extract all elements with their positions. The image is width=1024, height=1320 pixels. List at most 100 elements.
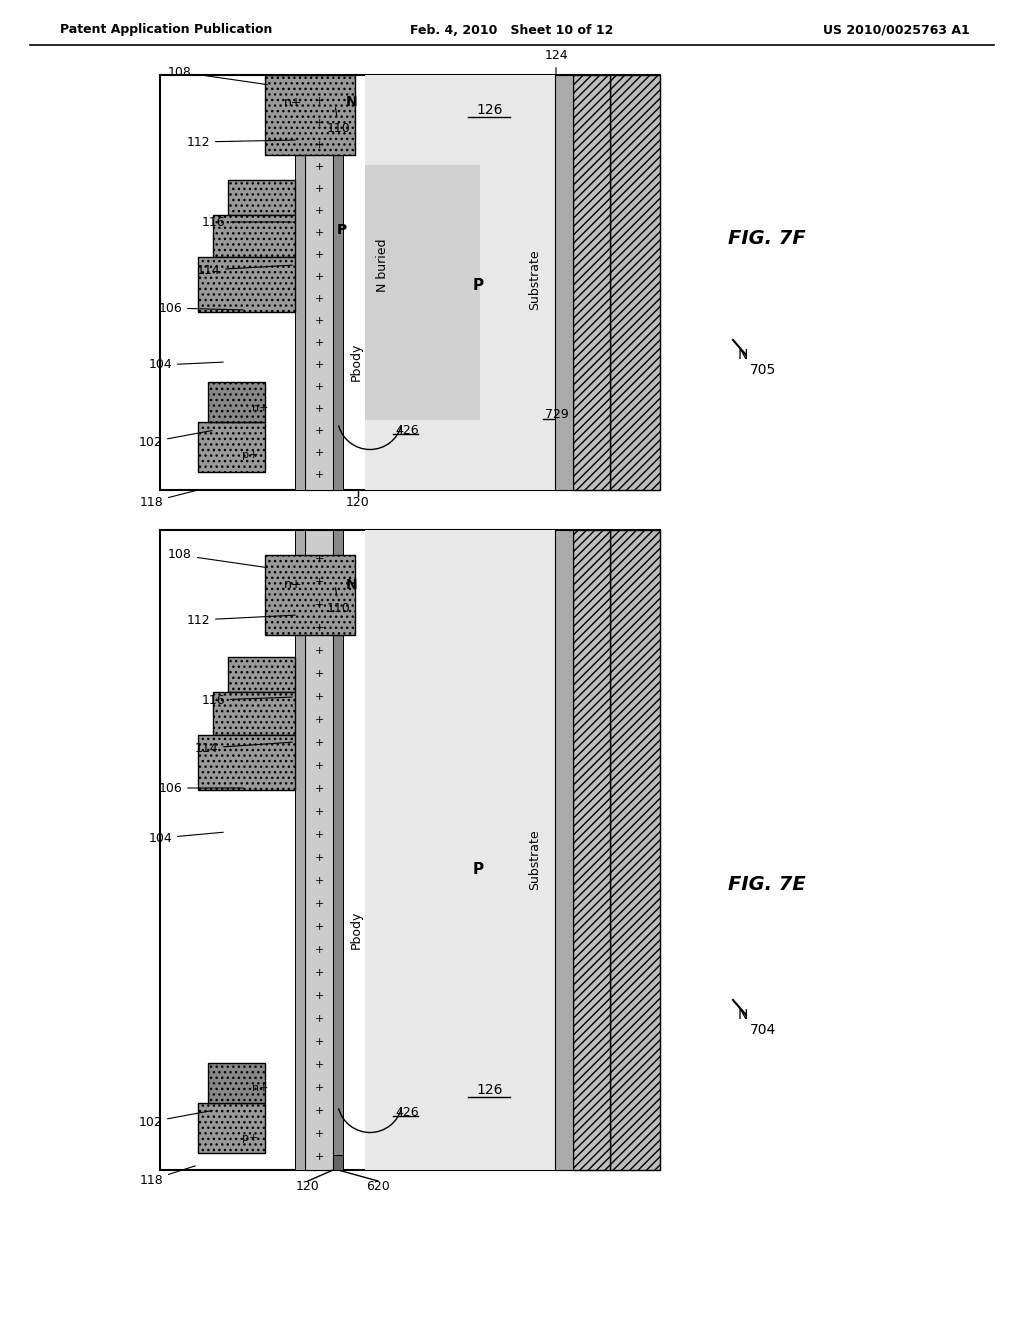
- Text: 112: 112: [186, 136, 295, 149]
- Bar: [198, 422, 265, 473]
- Text: p+: p+: [242, 1133, 258, 1143]
- Text: +: +: [314, 96, 324, 106]
- Bar: [160, 75, 660, 490]
- Text: 118: 118: [139, 1166, 196, 1187]
- Text: +: +: [314, 315, 324, 326]
- Text: +: +: [314, 738, 324, 748]
- Text: +: +: [314, 715, 324, 725]
- Text: N buried: N buried: [376, 238, 388, 292]
- Text: +: +: [314, 692, 324, 702]
- Text: 126: 126: [477, 103, 503, 117]
- Text: n+: n+: [284, 578, 302, 591]
- Text: +: +: [314, 1060, 324, 1071]
- Text: +: +: [314, 876, 324, 886]
- Bar: [208, 1063, 265, 1104]
- Text: p+: p+: [242, 450, 258, 459]
- Text: Pbody: Pbody: [349, 911, 362, 949]
- Text: +: +: [314, 807, 324, 817]
- Text: +: +: [314, 1014, 324, 1024]
- Text: N: N: [738, 348, 749, 362]
- Text: +: +: [314, 577, 324, 587]
- Text: +: +: [314, 426, 324, 436]
- Text: N: N: [346, 95, 357, 110]
- Text: +: +: [314, 228, 324, 238]
- Text: 108: 108: [168, 549, 267, 568]
- Text: 426: 426: [395, 1106, 419, 1118]
- Text: 112: 112: [186, 614, 295, 627]
- Bar: [198, 1104, 265, 1152]
- Bar: [265, 554, 355, 635]
- Text: 106: 106: [159, 301, 244, 314]
- Text: +: +: [314, 762, 324, 771]
- Text: US 2010/0025763 A1: US 2010/0025763 A1: [823, 24, 970, 37]
- Text: 729: 729: [545, 408, 568, 421]
- Text: 114: 114: [197, 264, 292, 276]
- Text: 110: 110: [327, 587, 351, 615]
- Bar: [573, 75, 610, 490]
- Text: 120: 120: [296, 1180, 319, 1193]
- Text: P: P: [472, 277, 483, 293]
- Bar: [213, 215, 295, 257]
- Text: +: +: [314, 784, 324, 795]
- Bar: [295, 531, 305, 1170]
- Text: 104: 104: [148, 832, 223, 845]
- Text: +: +: [314, 921, 324, 932]
- Text: +: +: [314, 294, 324, 304]
- Text: Substrate: Substrate: [528, 830, 542, 890]
- Bar: [213, 692, 295, 735]
- Text: +: +: [314, 623, 324, 634]
- Bar: [573, 531, 610, 1170]
- Text: +: +: [314, 945, 324, 954]
- Text: +: +: [314, 117, 324, 128]
- Text: 705: 705: [750, 363, 776, 378]
- Bar: [160, 531, 660, 1170]
- Text: 110: 110: [327, 108, 351, 135]
- Text: FIG. 7E: FIG. 7E: [728, 875, 806, 895]
- Text: +: +: [314, 669, 324, 678]
- Text: +: +: [314, 1038, 324, 1047]
- Text: +: +: [314, 360, 324, 370]
- Text: +: +: [314, 272, 324, 282]
- Text: +: +: [314, 1082, 324, 1093]
- Bar: [610, 531, 660, 1170]
- Text: 116: 116: [202, 693, 292, 706]
- Text: 620: 620: [367, 1180, 390, 1193]
- Text: +: +: [314, 338, 324, 348]
- Bar: [365, 165, 480, 420]
- Text: Patent Application Publication: Patent Application Publication: [60, 24, 272, 37]
- Text: +: +: [314, 1106, 324, 1115]
- Text: FIG. 7F: FIG. 7F: [728, 228, 806, 248]
- Text: 102: 102: [138, 1110, 212, 1129]
- Bar: [333, 1155, 343, 1170]
- Text: 426: 426: [395, 424, 419, 437]
- Bar: [265, 75, 355, 154]
- Text: 114: 114: [195, 742, 292, 755]
- Text: 104: 104: [148, 359, 223, 371]
- Text: +: +: [314, 853, 324, 863]
- Text: Pbody: Pbody: [349, 343, 362, 381]
- Text: +: +: [314, 1152, 324, 1162]
- Text: P: P: [337, 223, 347, 238]
- Bar: [610, 75, 660, 490]
- Bar: [333, 531, 343, 1170]
- Text: +: +: [314, 991, 324, 1001]
- Text: +: +: [314, 830, 324, 840]
- Text: Substrate: Substrate: [528, 249, 542, 310]
- Text: 126: 126: [477, 1082, 503, 1097]
- Text: Feb. 4, 2010   Sheet 10 of 12: Feb. 4, 2010 Sheet 10 of 12: [411, 24, 613, 37]
- Bar: [555, 531, 573, 1170]
- Bar: [208, 381, 265, 422]
- Text: +: +: [314, 206, 324, 216]
- Text: n+: n+: [252, 403, 268, 413]
- Text: +: +: [314, 162, 324, 172]
- Text: n+: n+: [284, 95, 302, 108]
- Text: 108: 108: [168, 66, 267, 84]
- Text: +: +: [314, 183, 324, 194]
- Bar: [365, 75, 610, 490]
- Text: +: +: [314, 1129, 324, 1139]
- Text: 116: 116: [202, 215, 292, 228]
- Text: 118: 118: [139, 491, 196, 508]
- Text: P: P: [472, 862, 483, 878]
- Text: 102: 102: [138, 430, 212, 449]
- Text: +: +: [314, 554, 324, 564]
